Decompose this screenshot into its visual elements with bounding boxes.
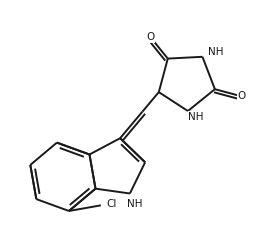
Text: NH: NH (208, 47, 224, 57)
Text: Cl: Cl (106, 199, 116, 209)
Text: NH: NH (188, 112, 204, 122)
Text: NH: NH (127, 199, 143, 209)
Text: O: O (146, 32, 154, 42)
Text: O: O (237, 91, 246, 101)
